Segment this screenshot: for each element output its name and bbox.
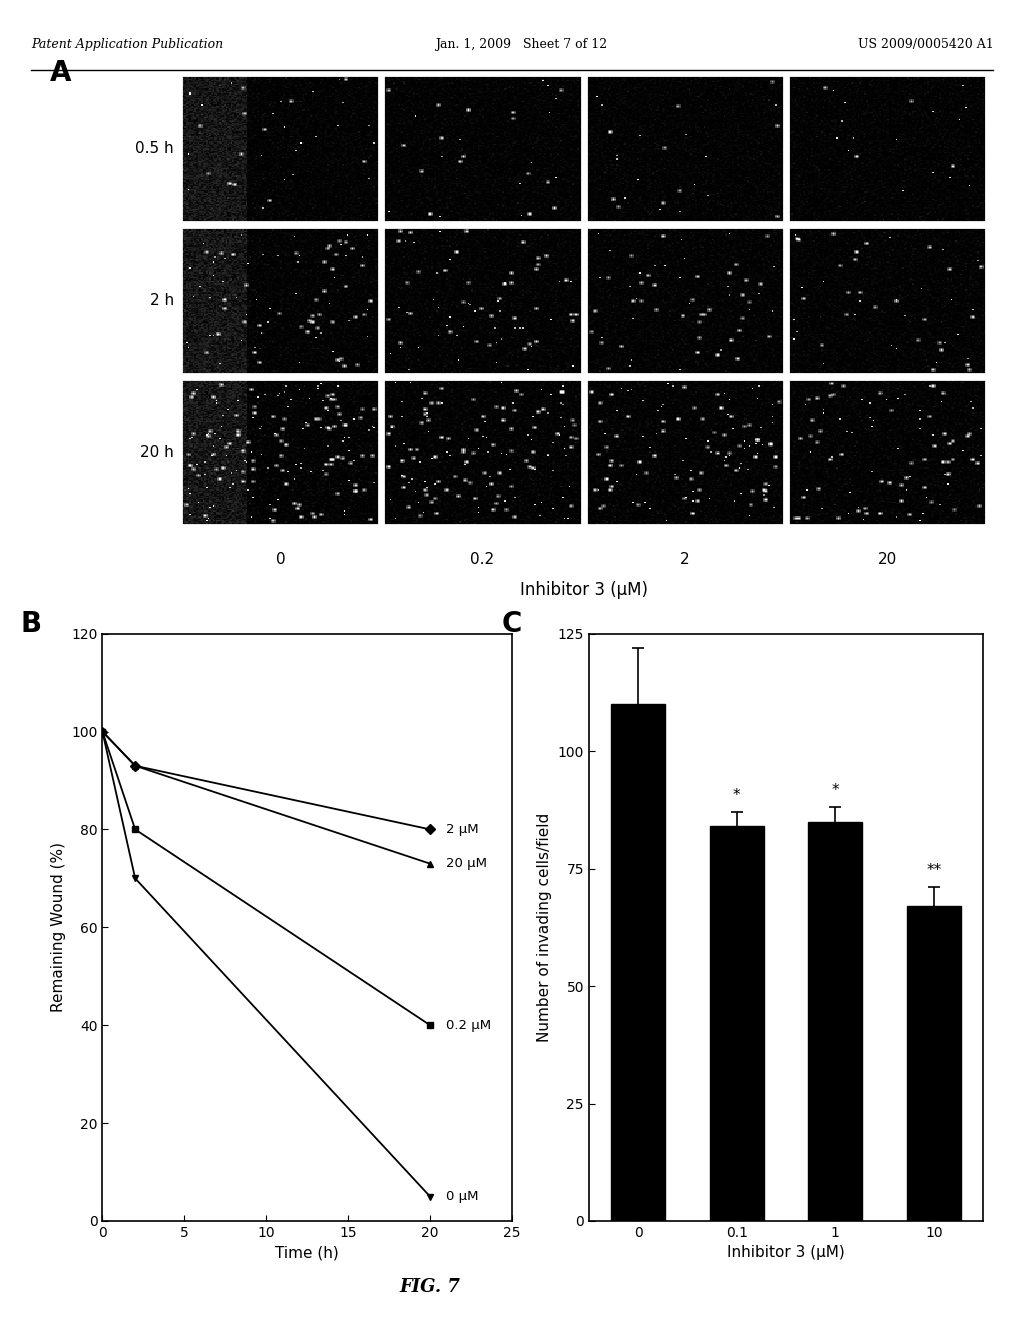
Text: 0 μM: 0 μM <box>446 1191 479 1203</box>
Text: Jan. 1, 2009   Sheet 7 of 12: Jan. 1, 2009 Sheet 7 of 12 <box>435 38 607 51</box>
Text: B: B <box>20 610 42 638</box>
Text: 20 μM: 20 μM <box>446 857 487 870</box>
Text: 2 h: 2 h <box>150 293 174 308</box>
Text: A: A <box>50 59 72 87</box>
Text: US 2009/0005420 A1: US 2009/0005420 A1 <box>857 38 993 51</box>
Text: 20: 20 <box>878 552 897 566</box>
Text: 20 h: 20 h <box>140 445 174 459</box>
Bar <box>710 826 764 1221</box>
Y-axis label: Remaining Wound (%): Remaining Wound (%) <box>50 842 66 1012</box>
Bar <box>611 704 666 1221</box>
Text: *: * <box>733 788 740 803</box>
Text: FIG. 7: FIG. 7 <box>399 1278 461 1296</box>
Text: 0.2 μM: 0.2 μM <box>446 1019 492 1032</box>
Text: 2: 2 <box>680 552 689 566</box>
Text: *: * <box>831 783 839 799</box>
Text: 2 μM: 2 μM <box>446 822 479 836</box>
X-axis label: Inhibitor 3 (μM): Inhibitor 3 (μM) <box>727 1245 845 1261</box>
Text: C: C <box>502 610 522 638</box>
Text: Inhibitor 3 (μM): Inhibitor 3 (μM) <box>519 581 647 599</box>
Text: 0: 0 <box>275 552 285 566</box>
X-axis label: Time (h): Time (h) <box>275 1245 339 1261</box>
Text: 0.2: 0.2 <box>470 552 495 566</box>
Y-axis label: Number of invading cells/field: Number of invading cells/field <box>537 813 552 1041</box>
Text: 0.5 h: 0.5 h <box>135 141 174 156</box>
Text: **: ** <box>926 863 941 878</box>
Text: Patent Application Publication: Patent Application Publication <box>31 38 223 51</box>
Bar <box>906 906 961 1221</box>
Bar <box>808 821 862 1221</box>
